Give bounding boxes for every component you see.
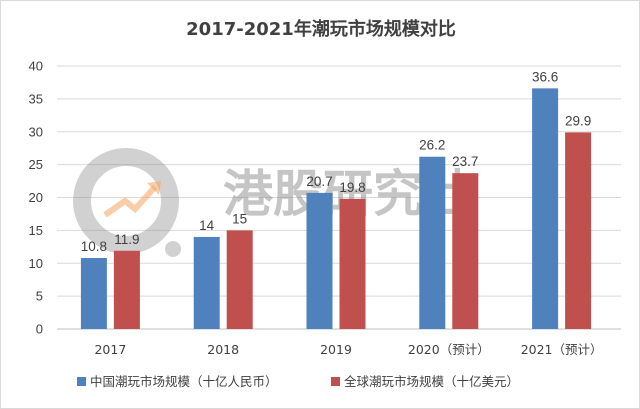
data-label: 26.2 <box>419 138 445 153</box>
data-label: 11.9 <box>114 232 139 247</box>
legend-swatch <box>77 377 86 386</box>
y-tick-label: 25 <box>29 157 43 172</box>
bar-china <box>532 88 559 329</box>
y-tick-label: 40 <box>29 59 43 74</box>
bar-global <box>565 132 592 329</box>
bar-china <box>193 236 220 329</box>
legend: 中国潮玩市场规模（十亿人民币） 全球潮玩市场规模（十亿美元） <box>77 374 519 389</box>
data-label: 19.8 <box>339 180 365 195</box>
data-label: 36.6 <box>532 69 558 84</box>
bar-china <box>306 192 333 329</box>
y-tick-label: 20 <box>29 190 43 205</box>
data-label: 23.7 <box>452 154 478 169</box>
data-label: 29.9 <box>565 113 591 128</box>
data-label: 14 <box>199 218 215 233</box>
bar-global <box>113 250 140 329</box>
x-axis-categories: 2017 2018 2019 2020（预计） 2021（预计） <box>94 342 602 357</box>
bars <box>80 88 592 329</box>
bar-global <box>339 198 366 329</box>
data-label: 20.7 <box>306 174 332 189</box>
x-category-label: 2019 <box>320 342 352 357</box>
chart-title: 2017-2021年潮玩市场规模对比 <box>186 18 456 40</box>
bar-global <box>226 230 253 329</box>
legend-label: 中国潮玩市场规模（十亿人民币） <box>90 374 278 389</box>
x-category-label: 2018 <box>207 342 239 357</box>
y-tick-label: 15 <box>29 223 43 238</box>
bar-china <box>80 257 107 329</box>
x-category-label: 2021（预计） <box>521 342 603 357</box>
x-category-label: 2020（预计） <box>408 342 490 357</box>
bar-global <box>452 173 479 329</box>
legend-swatch <box>331 377 340 386</box>
legend-label: 全球潮玩市场规模（十亿美元） <box>344 374 519 389</box>
gridlines <box>57 65 621 330</box>
watermark: 港股研究社 <box>73 148 473 257</box>
x-category-label: 2017 <box>94 342 126 357</box>
y-tick-label: 30 <box>29 124 43 139</box>
y-tick-label: 5 <box>36 289 43 304</box>
data-labels: 10.8 11.9 14 15 20.7 19.8 26.2 23.7 36.6 29.9 <box>81 69 591 254</box>
data-label: 15 <box>232 211 247 226</box>
magnifier-chart-logo-icon <box>73 148 181 257</box>
y-tick-label: 0 <box>36 322 43 337</box>
y-tick-label: 10 <box>29 256 43 271</box>
y-axis-ticks: 0 5 10 15 20 25 30 35 40 <box>29 59 43 337</box>
bar-china <box>419 156 446 329</box>
data-label: 10.8 <box>81 239 107 254</box>
y-tick-label: 35 <box>29 91 43 106</box>
